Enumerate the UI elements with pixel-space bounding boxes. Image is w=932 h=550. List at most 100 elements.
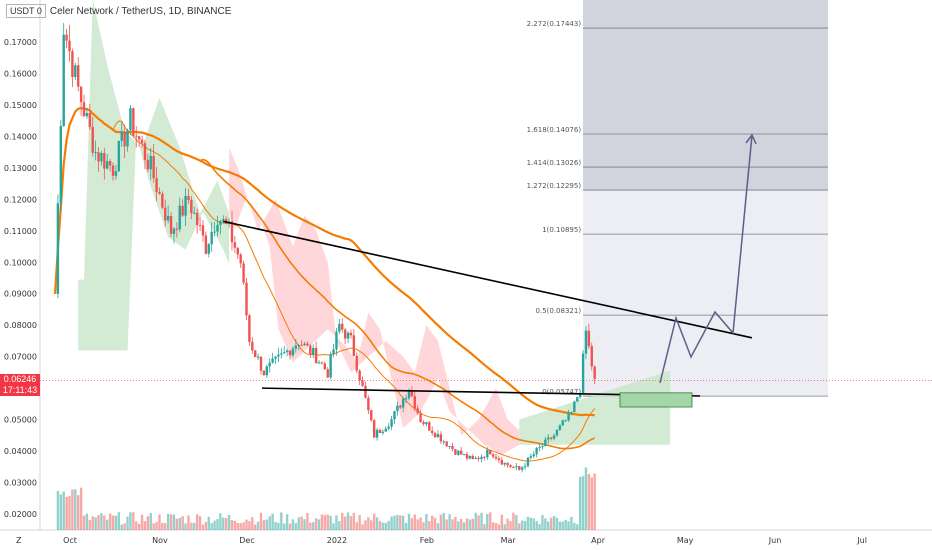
volume-bar bbox=[158, 514, 161, 530]
candle-body bbox=[140, 139, 144, 144]
candle-body bbox=[425, 422, 428, 425]
candle-body bbox=[74, 65, 77, 77]
volume-bar bbox=[195, 514, 199, 530]
candle-body bbox=[573, 401, 576, 412]
volume-bar bbox=[555, 517, 559, 530]
candle-body bbox=[65, 34, 68, 41]
candle-body bbox=[291, 348, 295, 356]
candle-body bbox=[477, 457, 480, 460]
candle-body bbox=[184, 195, 187, 216]
y-tick-label: 0.11000 bbox=[4, 227, 37, 236]
last-price-tag: 0.06246 17:11:43 bbox=[0, 374, 40, 396]
volume-bar bbox=[106, 519, 109, 530]
currency-badge[interactable]: USDT 0 bbox=[6, 4, 46, 18]
candle-body bbox=[207, 244, 210, 254]
volume-bar bbox=[561, 521, 564, 530]
candle-body bbox=[378, 429, 382, 434]
candle-body bbox=[85, 112, 89, 117]
candle-body bbox=[454, 449, 457, 455]
volume-bar bbox=[404, 522, 408, 530]
candle-body bbox=[82, 102, 86, 117]
forecast-arrowhead bbox=[745, 133, 757, 145]
candle-body bbox=[314, 347, 318, 364]
volume-bar bbox=[140, 514, 144, 530]
candle-body bbox=[323, 363, 327, 370]
volume-bar bbox=[210, 523, 213, 530]
volume-bar bbox=[129, 512, 132, 530]
volume-bar bbox=[65, 496, 68, 530]
volume-bar bbox=[532, 518, 535, 530]
candle-body bbox=[544, 439, 547, 447]
candle-body bbox=[285, 350, 289, 353]
volume-bar bbox=[242, 522, 245, 530]
candle-body bbox=[254, 350, 257, 358]
candle-body bbox=[541, 446, 544, 448]
volume-bar bbox=[509, 520, 512, 530]
candle-body bbox=[442, 441, 445, 443]
candle-body bbox=[396, 405, 399, 412]
fib-label: 0.5(0.08321) bbox=[536, 307, 582, 315]
last-price-value: 0.06246 bbox=[3, 374, 37, 384]
volume-bar bbox=[88, 520, 92, 530]
volume-bar bbox=[506, 518, 509, 530]
volume-bar bbox=[198, 516, 202, 530]
candle-body bbox=[137, 136, 141, 140]
volume-bar bbox=[213, 520, 216, 530]
volume-bar bbox=[590, 477, 593, 530]
volume-bar bbox=[245, 519, 248, 530]
fib-label: 1.618(0.14076) bbox=[527, 126, 582, 134]
candle-body bbox=[283, 352, 286, 354]
y-tick-label: 0.03000 bbox=[4, 479, 37, 488]
candle-body bbox=[56, 203, 60, 294]
candle-body bbox=[515, 466, 518, 468]
candle-body bbox=[190, 199, 193, 214]
volume-bar bbox=[271, 513, 274, 530]
volume-bar bbox=[277, 522, 280, 530]
volume-bar bbox=[448, 514, 451, 530]
candle-body bbox=[193, 212, 196, 214]
volume-bar bbox=[523, 520, 527, 530]
volume-bar bbox=[326, 514, 329, 530]
volume-bar bbox=[120, 524, 123, 530]
candle-body bbox=[436, 434, 440, 438]
candle-body bbox=[294, 345, 298, 349]
scale-mode-label: Z bbox=[16, 536, 22, 545]
candle-body bbox=[460, 450, 463, 455]
volume-bar bbox=[497, 524, 501, 530]
x-tick-label: Dec bbox=[239, 536, 254, 545]
volume-bar bbox=[291, 519, 295, 530]
candle-body bbox=[317, 362, 321, 364]
candle-body bbox=[372, 420, 376, 438]
volume-bar bbox=[294, 523, 298, 530]
candle-body bbox=[277, 354, 280, 357]
volume-bar bbox=[285, 514, 289, 530]
candle-body bbox=[306, 343, 309, 346]
volume-bar bbox=[280, 512, 283, 530]
candle-body bbox=[349, 332, 353, 336]
candle-body bbox=[352, 335, 356, 356]
fib-label: 1.272(0.12295) bbox=[527, 182, 582, 190]
volume-bar bbox=[367, 517, 370, 530]
volume-bar bbox=[552, 516, 556, 530]
candle-body bbox=[111, 165, 115, 176]
volume-bar bbox=[135, 521, 138, 530]
candle-body bbox=[343, 329, 347, 339]
candle-body bbox=[538, 447, 541, 449]
volume-bar bbox=[477, 515, 480, 530]
volume-bar bbox=[91, 516, 94, 530]
volume-bar bbox=[137, 523, 141, 530]
candle-body bbox=[198, 225, 202, 227]
volume-bar bbox=[445, 519, 448, 530]
candle-body bbox=[320, 362, 324, 364]
candle-body bbox=[509, 465, 512, 467]
volume-bar bbox=[538, 524, 541, 530]
volume-bar bbox=[297, 517, 300, 530]
volume-bar bbox=[544, 518, 547, 530]
x-tick-label: Apr bbox=[591, 536, 606, 545]
volume-bar bbox=[68, 496, 71, 530]
candle-body bbox=[94, 152, 97, 154]
volume-bar bbox=[401, 515, 405, 530]
volume-bar bbox=[399, 515, 402, 530]
candle-body bbox=[552, 435, 556, 439]
